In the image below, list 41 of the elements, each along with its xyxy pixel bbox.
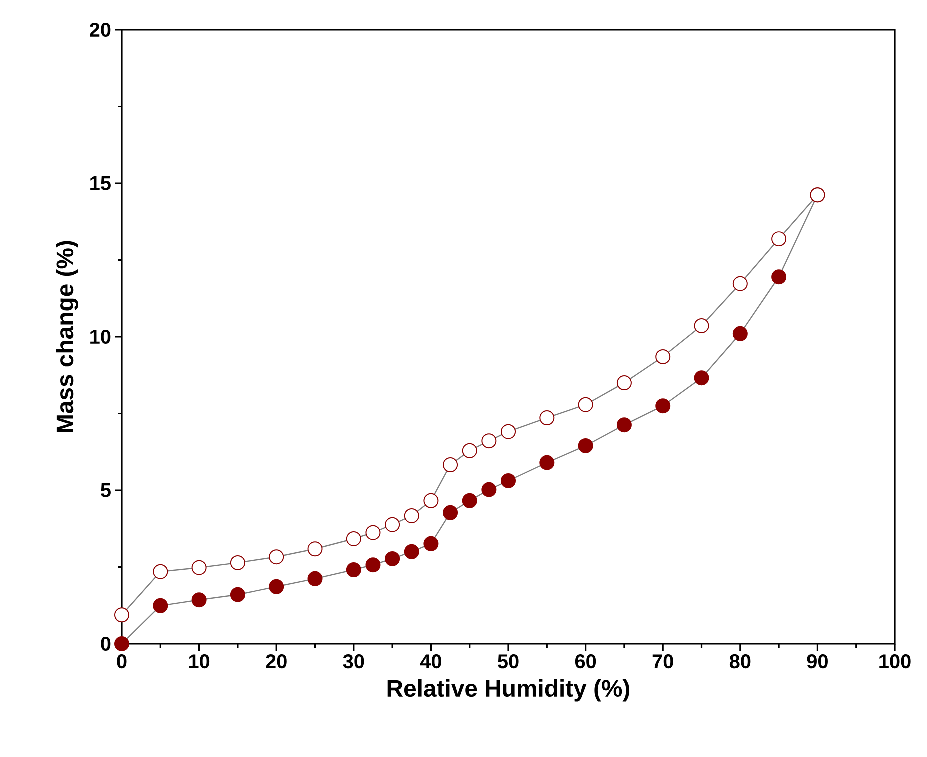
y-axis-title: Mass change (%): [56, 241, 78, 432]
point: [462, 493, 478, 508]
point: [616, 418, 632, 433]
point: [578, 438, 594, 454]
point: [424, 536, 439, 552]
point: [385, 551, 400, 566]
point: [114, 636, 130, 652]
x-tick-label: 50: [498, 654, 519, 669]
point: [732, 326, 748, 342]
point: [501, 473, 516, 488]
x-tick-label: 80: [730, 654, 751, 669]
x-tick-label: 90: [807, 654, 828, 669]
y-tick-label: 20: [90, 22, 111, 38]
point: [404, 544, 420, 560]
y-tick-label: 15: [90, 176, 111, 190]
y-tick-label: 10: [90, 330, 111, 344]
point: [694, 370, 710, 386]
x-tick-label: 10: [189, 654, 210, 669]
x-tick-label: 20: [266, 654, 287, 669]
x-tick-label: 40: [420, 654, 442, 669]
point: [269, 579, 284, 594]
point: [346, 562, 362, 578]
x-tick-label: 60: [575, 654, 596, 669]
x-axis-title: Relative Humidity (%): [388, 679, 630, 702]
point: [443, 505, 458, 520]
y-tick-label: 5: [101, 484, 111, 498]
point: [772, 270, 787, 285]
point: [482, 482, 497, 498]
x-tick-label: 30: [343, 654, 364, 669]
point: [656, 398, 671, 414]
point: [540, 455, 555, 470]
y-tick-label: 0: [101, 636, 111, 652]
point: [192, 592, 207, 608]
x-tick-label: 70: [652, 654, 674, 669]
x-tick-label: 100: [880, 654, 911, 669]
point: [114, 608, 130, 623]
point: [366, 558, 381, 573]
point: [230, 587, 246, 602]
x-tick-label: 0: [117, 654, 127, 669]
point: [308, 571, 323, 586]
point: [153, 598, 168, 614]
